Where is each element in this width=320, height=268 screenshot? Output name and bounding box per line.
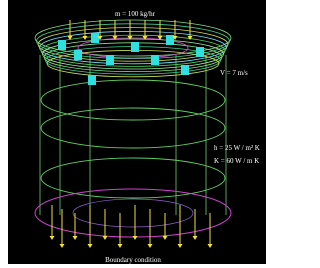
nozzle bbox=[181, 65, 189, 75]
nozzle bbox=[88, 75, 96, 85]
mass-flow-label: m = 100 kg/hr bbox=[115, 10, 156, 18]
nozzle bbox=[151, 55, 159, 65]
conductivity-label: K = 60 W / m K bbox=[214, 157, 259, 165]
heat-transfer-label: h = 25 W / m² K bbox=[214, 144, 260, 152]
page: {"labels": {"mass_flow": "m = 100 kg/hr"… bbox=[0, 0, 274, 268]
nozzle bbox=[74, 50, 82, 60]
nozzle bbox=[106, 55, 114, 65]
nozzle bbox=[166, 35, 174, 45]
nozzle bbox=[196, 47, 204, 57]
nozzle bbox=[91, 33, 99, 43]
nozzle bbox=[58, 40, 66, 50]
velocity-label: V = 7 m/s bbox=[220, 69, 248, 77]
simulation-view: m = 100 kg/hr V = 7 m/s h = 25 W / m² K … bbox=[0, 0, 274, 268]
nozzle bbox=[131, 42, 139, 52]
boundary-label: Boundary condition bbox=[105, 256, 161, 264]
